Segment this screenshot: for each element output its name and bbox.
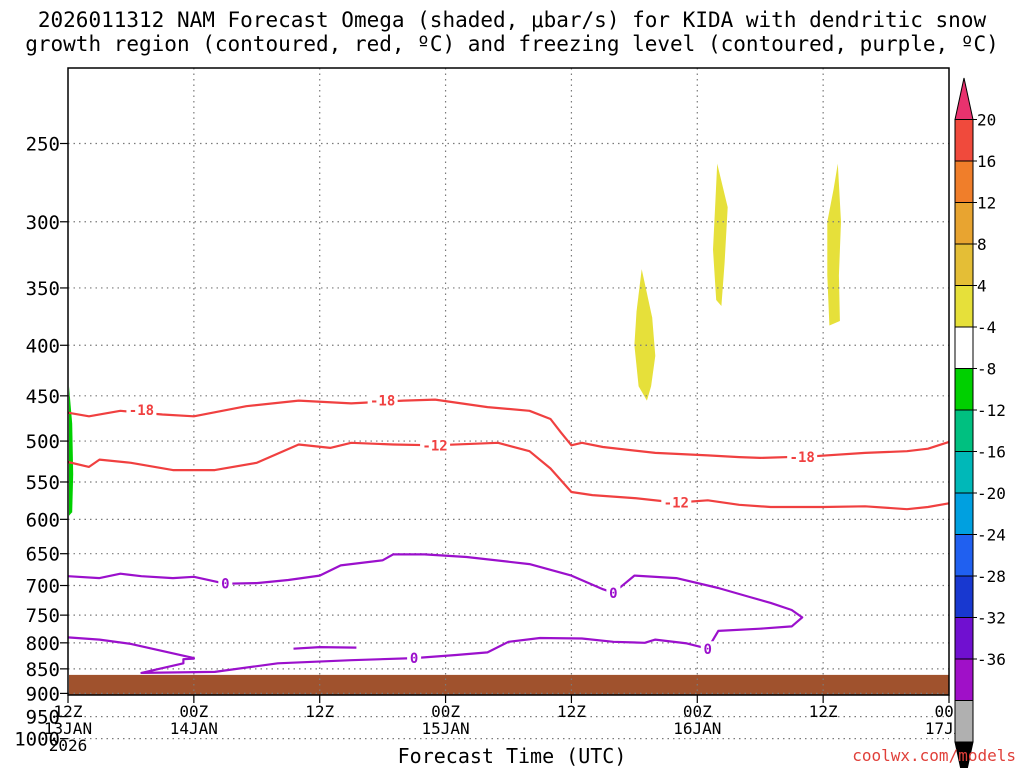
y-tick-label-950: 950 — [26, 707, 60, 729]
colorbar-label-1: 16 — [977, 152, 996, 171]
contour-line-1 — [67, 441, 950, 511]
y-tick-label-550: 550 — [26, 472, 60, 494]
contour-label-bg-0-2 — [787, 449, 818, 466]
contour-label-bg-2-3 — [700, 641, 715, 658]
y-tick-label-450: 450 — [26, 386, 60, 408]
colorbar-label-6: -8 — [977, 360, 996, 379]
credit-text: coolwx.com/models — [852, 746, 1016, 765]
colorbar-cell-upper-1 — [954, 119, 974, 162]
omega-shaded-region-0 — [634, 269, 656, 401]
contour-label-2-0: 0 — [221, 577, 229, 593]
y-tick-label-500: 500 — [26, 431, 60, 453]
colorbar: 20 16 12 8 4 -4 -8 -12 -16 -20 -24 -28 -32 -36 — [954, 77, 1006, 768]
x-tick-label-12-0: 00Z — [179, 702, 208, 721]
colorbar-label-3: 8 — [977, 235, 987, 254]
y-tick-label-350: 350 — [26, 278, 60, 300]
y-tick-label-250: 250 — [26, 134, 60, 156]
colorbar-cell-lower-1 — [954, 409, 974, 452]
contour-label-bg-2-2 — [407, 650, 422, 667]
omega-shaded-region-2 — [827, 163, 841, 326]
colorbar-label-7: -12 — [977, 401, 1006, 420]
colorbar-arrow-top — [954, 77, 974, 120]
colorbar-label-12: -32 — [977, 609, 1006, 628]
y-tick-label-650: 650 — [26, 544, 60, 566]
contour-label-bg-1-1 — [661, 494, 692, 511]
colorbar-label-2: 12 — [977, 194, 996, 213]
x-tick-label-36-0: 00Z — [431, 702, 460, 721]
y-tick-label-1000: 1000 — [14, 729, 60, 751]
chart-title-line-2: growth region (contoured, red, ºC) and f… — [25, 32, 999, 56]
colorbar-arrow-bottom — [954, 741, 974, 768]
colorbar-cell-upper-3 — [954, 202, 974, 245]
contour-label-2-2: 0 — [410, 651, 418, 667]
colorbar-cell-upper-5 — [954, 285, 974, 328]
colorbar-cell-lower-3 — [954, 492, 974, 535]
contour-label-1-1: -12 — [664, 496, 689, 512]
colorbar-cell-lower-2 — [954, 451, 974, 494]
x-tick-label-72-0: 12Z — [809, 702, 838, 721]
x-tick-label-24-0: 12Z — [305, 702, 334, 721]
shaded-regions — [69, 163, 841, 516]
colorbar-cell-upper-4 — [954, 243, 974, 286]
chart-title-line-1: 2026011312 NAM Forecast Omega (shaded, μ… — [37, 8, 987, 32]
contour-label-1-0: -12 — [422, 438, 447, 454]
contour-line-3 — [293, 645, 357, 650]
y-tick-label-900: 900 — [26, 683, 60, 705]
contour-labels: -18 -18 -18 -12 -12 0 0 0 0 — [126, 392, 818, 667]
y-tick-label-750: 750 — [26, 605, 60, 627]
colorbar-cell-lower-7 — [954, 658, 974, 701]
x-tick-label-60-0: 00Z — [683, 702, 712, 721]
contour-label-bg-0-0 — [126, 401, 157, 418]
colorbar-cell-lower-0 — [954, 368, 974, 411]
y-tick-label-400: 400 — [26, 335, 60, 357]
contour-line-2 — [67, 553, 804, 675]
contour-label-2-1: 0 — [609, 586, 617, 602]
colorbar-label-0: 20 — [977, 111, 996, 130]
colorbar-label-9: -20 — [977, 484, 1006, 503]
y-tick-label-800: 800 — [26, 633, 60, 655]
y-tick-label-700: 700 — [26, 576, 60, 598]
colorbar-label-4: 4 — [977, 277, 987, 296]
colorbar-cell-lower-5 — [954, 575, 974, 618]
contour-label-bg-1-0 — [420, 437, 451, 454]
colorbar-label-10: -24 — [977, 526, 1006, 545]
x-tick-label-0-0: 12Z — [54, 702, 83, 721]
x-tick-label-12-1: 14JAN — [170, 719, 218, 738]
colorbar-label-13: -36 — [977, 650, 1006, 669]
y-tick-label-600: 600 — [26, 509, 60, 531]
colorbar-label-5: -4 — [977, 318, 996, 337]
y-tick-label-300: 300 — [26, 212, 60, 234]
colorbar-label-11: -28 — [977, 567, 1006, 586]
contour-label-0-0: -18 — [129, 403, 154, 419]
colorbar-cell-upper-6 — [954, 326, 974, 369]
contour-label-bg-0-1 — [367, 392, 398, 409]
x-tick-label-0-1: 13JAN — [44, 719, 92, 738]
contour-label-0-1: -18 — [370, 394, 395, 410]
x-tick-label-36-1: 15JAN — [421, 719, 469, 738]
plot-frame — [67, 67, 950, 696]
terrain-layer — [69, 674, 949, 695]
colorbar-cell-upper-2 — [954, 160, 974, 203]
x-tick-label-0-2: 2026 — [49, 736, 88, 755]
contour-label-2-3: 0 — [704, 642, 712, 658]
y-axis-ticks: 2503003504004505005506006507007508008509… — [14, 134, 68, 751]
contour-label-bg-2-0 — [218, 575, 233, 592]
terrain-block — [69, 674, 949, 695]
contour-label-0-2: -18 — [790, 450, 815, 466]
omega-shaded-region-1 — [713, 163, 728, 306]
x-tick-label-60-1: 16JAN — [673, 719, 721, 738]
x-axis-label: Forecast Time (UTC) — [397, 744, 627, 768]
x-tick-label-48-0: 12Z — [557, 702, 586, 721]
colorbar-cell-lower-8 — [954, 700, 974, 743]
y-tick-label-850: 850 — [26, 659, 60, 681]
colorbar-label-8: -16 — [977, 443, 1006, 462]
colorbar-cell-lower-4 — [954, 534, 974, 577]
omega-shaded-region-3 — [69, 386, 74, 516]
contour-label-bg-2-1 — [606, 584, 621, 601]
colorbar-cell-lower-6 — [954, 617, 974, 660]
grid-lines — [68, 68, 949, 740]
